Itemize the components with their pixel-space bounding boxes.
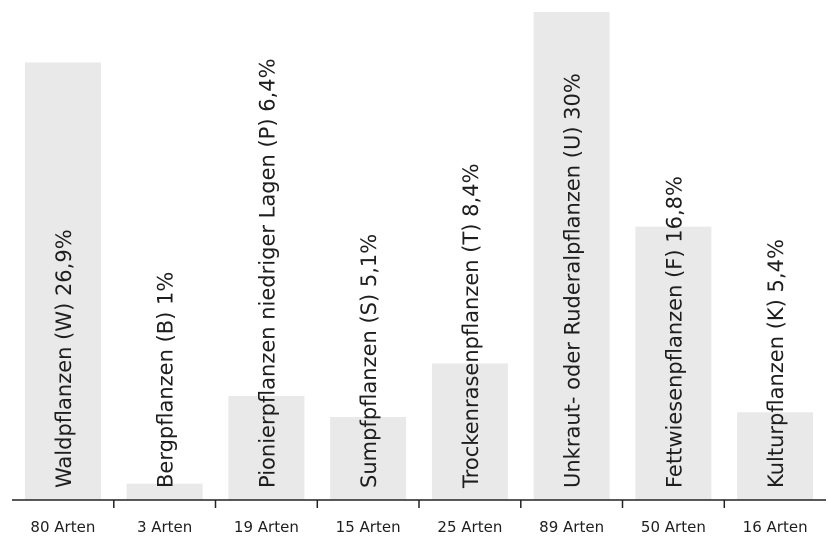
bar-label-0: Waldpflanzen (W) 26,9% [52, 229, 76, 488]
category-label-4: 25 Arten [437, 518, 502, 536]
labels-layer: Waldpflanzen (W) 26,9% 80 Arten Bergpflanz… [30, 58, 807, 536]
category-label-7: 16 Arten [743, 518, 808, 536]
bar-6 [635, 226, 712, 500]
category-label-2: 19 Arten [234, 518, 299, 536]
bar-5 [533, 12, 610, 500]
category-label-6: 50 Arten [641, 518, 706, 536]
bar-label-5: Unkraut- oder Ruderalpflanzen (U) 30% [561, 73, 585, 488]
bar-2 [228, 395, 305, 500]
bar-3 [330, 417, 407, 500]
bar-0 [24, 62, 101, 501]
category-label-1: 3 Arten [137, 518, 192, 536]
bar-label-2: Pionierpflanzen niedriger Lagen (P) 6,4% [255, 58, 279, 488]
bar-label-6: Fettwiesenpflanzen (F) 16,8% [662, 176, 686, 488]
bar-label-4: Trockenrasenpflanzen (T) 8,4% [459, 163, 483, 489]
ticks-layer [113, 500, 726, 508]
category-label-5: 89 Arten [539, 518, 604, 536]
bar-label-3: Sumpfpflanzen (S) 5,1% [357, 234, 381, 488]
bar-1 [126, 483, 203, 500]
category-label-3: 15 Arten [336, 518, 401, 536]
bar-4 [431, 363, 508, 500]
bars-layer [24, 12, 814, 501]
bar-7 [737, 412, 814, 500]
bar-label-1: Bergpflanzen (B) 1% [154, 272, 178, 488]
category-label-0: 80 Arten [30, 518, 95, 536]
bar-label-7: Kulturpflanzen (K) 5,4% [764, 239, 788, 488]
